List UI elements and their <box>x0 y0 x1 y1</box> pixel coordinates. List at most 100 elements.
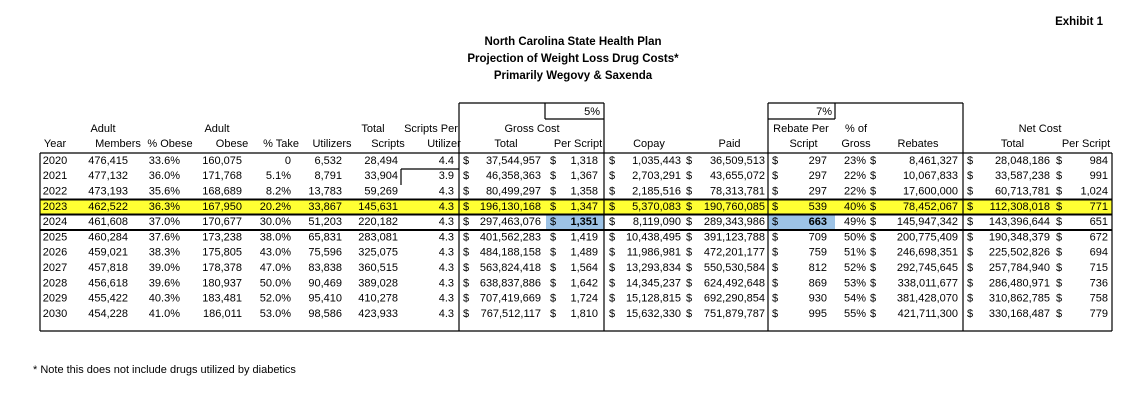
cell: 173,238 <box>202 231 242 243</box>
cell: 190,760,085 <box>704 201 765 213</box>
cell: 13,783 <box>308 186 342 198</box>
currency-symbol: $ <box>463 186 469 198</box>
cell: 50% <box>844 231 866 243</box>
currency-symbol: $ <box>609 308 615 320</box>
cell: 297 <box>809 186 827 198</box>
cell: 178,378 <box>202 262 242 274</box>
cell: 112,308,018 <box>990 201 1050 213</box>
cell: 196,130,168 <box>480 201 541 213</box>
currency-symbol: $ <box>686 277 692 289</box>
cell: 672 <box>1090 231 1108 243</box>
cell: 2022 <box>43 186 67 198</box>
cell: 8.2% <box>266 186 291 198</box>
currency-symbol: $ <box>463 216 469 228</box>
cell: 11,986,981 <box>627 247 681 259</box>
cell: 310,862,785 <box>989 293 1050 305</box>
title: Projection of Weight Loss Drug Costs* <box>467 53 679 65</box>
currency-symbol: $ <box>550 170 556 182</box>
cell: 1,318 <box>570 155 598 167</box>
header: Adult <box>90 123 115 135</box>
cell: 360,515 <box>358 262 398 274</box>
currency-symbol: $ <box>772 247 778 259</box>
header: Rebate Per <box>773 123 829 135</box>
cell: 36,509,513 <box>710 155 765 167</box>
cell: 47.0% <box>260 262 291 274</box>
cell: 338,011,677 <box>898 277 958 289</box>
cell: 5.1% <box>266 170 291 182</box>
column-header: Total <box>1001 138 1024 150</box>
cell: 692,290,854 <box>704 293 765 305</box>
header: Scripts Per <box>404 123 458 135</box>
cell: 22% <box>844 186 866 198</box>
header: 5% <box>584 106 600 118</box>
cell: 709 <box>809 231 827 243</box>
cell: 4.3 <box>439 231 454 243</box>
cell: 2023 <box>43 201 67 213</box>
cell: 550,530,584 <box>704 262 765 274</box>
currency-symbol: $ <box>1056 201 1062 213</box>
currency-symbol: $ <box>967 231 973 243</box>
cell: 2,703,291 <box>632 170 681 182</box>
cell: 41.0% <box>149 308 180 320</box>
header: Total <box>361 123 384 135</box>
cell: 715 <box>1090 262 1108 274</box>
cell: 1,367 <box>570 170 598 182</box>
currency-symbol: $ <box>967 293 973 305</box>
currency-symbol: $ <box>686 216 692 228</box>
cell: 2028 <box>43 277 67 289</box>
currency-symbol: $ <box>609 231 615 243</box>
cell: 5,370,083 <box>632 201 681 213</box>
cell: 168,689 <box>202 186 242 198</box>
currency-symbol: $ <box>870 216 876 228</box>
currency-symbol: $ <box>1056 277 1062 289</box>
cell: 812 <box>809 262 827 274</box>
cell: 283,081 <box>358 231 398 243</box>
cell: 286,480,971 <box>989 277 1050 289</box>
cell: 78,313,781 <box>710 186 765 198</box>
cell: 3.9 <box>439 170 454 182</box>
currency-symbol: $ <box>1056 170 1062 182</box>
currency-symbol: $ <box>967 308 973 320</box>
cell: 1,419 <box>570 231 598 243</box>
column-header: Utilizers <box>312 138 352 150</box>
header: Adult <box>204 123 229 135</box>
cell: 1,724 <box>570 293 598 305</box>
cell: 175,805 <box>202 247 242 259</box>
currency-symbol: $ <box>463 308 469 320</box>
cell: 457,818 <box>88 262 128 274</box>
currency-symbol: $ <box>686 247 692 259</box>
currency-symbol: $ <box>550 155 556 167</box>
cell: 4.3 <box>439 216 454 228</box>
cell: 1,351 <box>570 216 598 228</box>
cell: 180,937 <box>202 277 242 289</box>
cell: 8,461,327 <box>909 155 958 167</box>
cell: 1,358 <box>570 186 598 198</box>
cell: 10,067,833 <box>903 170 958 182</box>
cell: 220,182 <box>358 216 398 228</box>
currency-symbol: $ <box>967 247 973 259</box>
cell: 38.0% <box>260 231 291 243</box>
currency-symbol: $ <box>870 262 876 274</box>
cell: 462,522 <box>88 201 128 213</box>
currency-symbol: $ <box>1056 155 1062 167</box>
cell: 663 <box>809 216 827 228</box>
cell: 869 <box>809 277 827 289</box>
column-header: Obese <box>216 138 248 150</box>
cell: 1,489 <box>570 247 598 259</box>
cell: 39.6% <box>149 277 180 289</box>
header: 7% <box>816 106 832 118</box>
cell: 200,775,409 <box>897 231 958 243</box>
currency-symbol: $ <box>463 155 469 167</box>
footnote: * Note this does not include drugs utili… <box>33 364 296 376</box>
cell: 539 <box>809 201 827 213</box>
cell: 90,469 <box>308 277 342 289</box>
cell: 736 <box>1090 277 1108 289</box>
cell: 65,831 <box>308 231 342 243</box>
currency-symbol: $ <box>967 262 973 274</box>
cell: 767,512,117 <box>481 308 541 320</box>
cell: 40% <box>844 201 866 213</box>
cell: 651 <box>1090 216 1108 228</box>
currency-symbol: $ <box>870 247 876 259</box>
column-header: Rebates <box>898 138 939 150</box>
currency-symbol: $ <box>1056 216 1062 228</box>
